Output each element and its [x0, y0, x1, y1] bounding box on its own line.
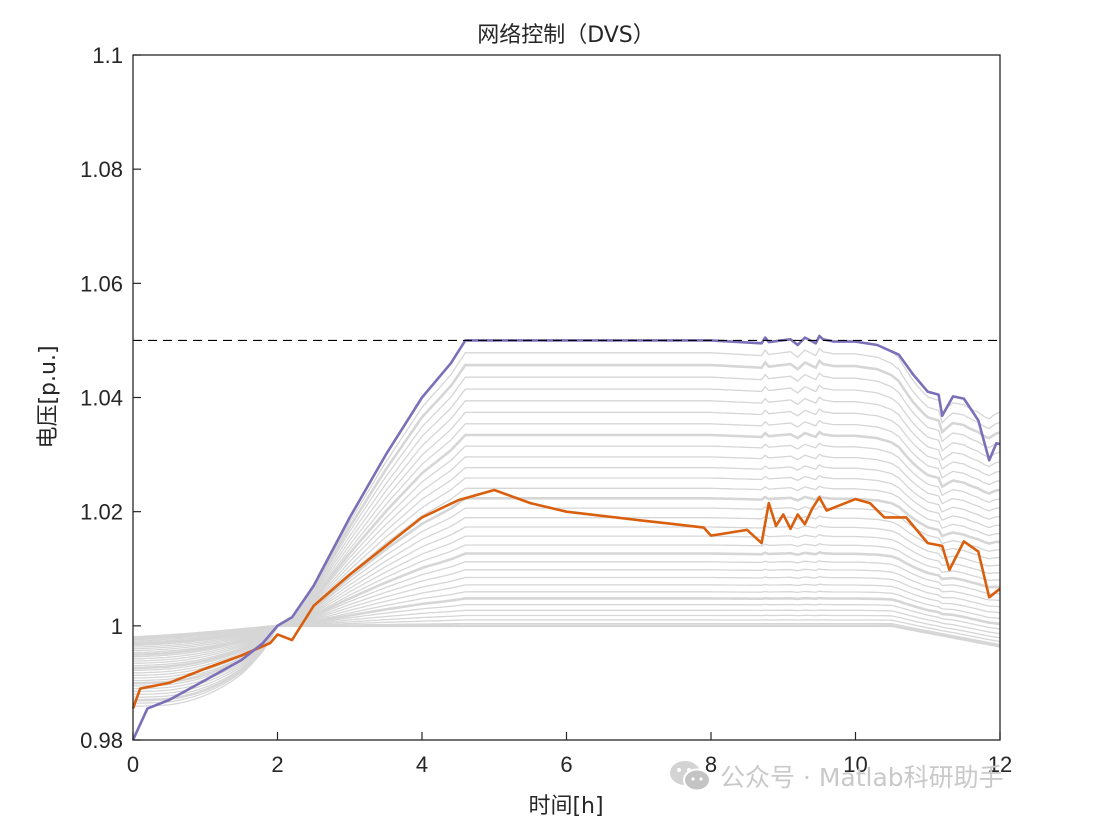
series-line-middle — [131, 488, 1001, 710]
y-tick-label: 1.06 — [80, 271, 123, 296]
y-tick-label: 1.02 — [80, 500, 123, 525]
x-axis-ticks: 0 2 4 6 8 10 12 — [127, 732, 1012, 777]
y-axis-label: 电压[p.u.] — [36, 345, 61, 448]
x-tick-label: 4 — [416, 752, 428, 777]
series-line-upper — [131, 334, 1001, 741]
y-tick-label: 1.08 — [80, 157, 123, 182]
chart-title: 网络控制（DVS） — [477, 23, 655, 48]
background-series-group — [132, 334, 1001, 707]
x-tick-label: 8 — [705, 752, 717, 777]
y-tick-label: 1.1 — [92, 43, 123, 68]
watermark: 公众号 · Matlab科研助手 — [668, 758, 1004, 794]
x-tick-label: 0 — [127, 752, 139, 777]
wechat-icon — [670, 761, 711, 792]
y-tick-label: 0.98 — [80, 728, 123, 753]
x-tick-label: 12 — [988, 752, 1012, 777]
watermark-text: 公众号 · Matlab科研助手 — [720, 763, 1004, 792]
y-tick-label: 1 — [111, 614, 123, 639]
x-tick-label: 6 — [560, 752, 572, 777]
x-tick-label: 2 — [271, 752, 283, 777]
y-axis-ticks: 0.98 1 1.02 1.04 1.06 1.08 1.1 — [80, 43, 141, 753]
highlighted-series-group — [131, 334, 1001, 741]
y-tick-label: 1.04 — [80, 386, 123, 411]
x-axis-label: 时间[h] — [528, 794, 603, 819]
x-tick-label: 10 — [843, 752, 867, 777]
